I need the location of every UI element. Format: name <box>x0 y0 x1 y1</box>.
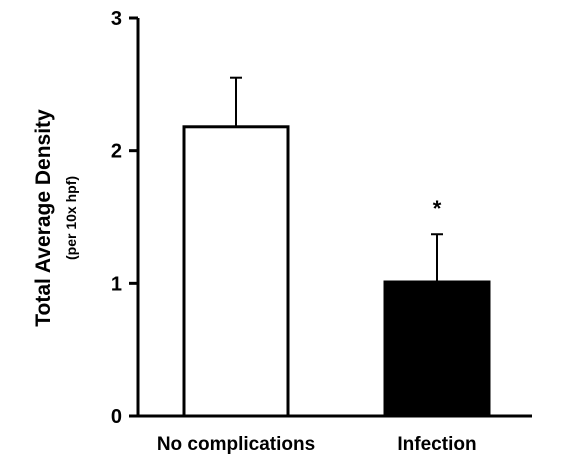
y-tick-label-2: 2 <box>111 141 122 163</box>
y-axis-label: Total Average Density <box>32 109 55 327</box>
significance-marker-1: * <box>433 196 442 221</box>
y-axis-sublabel: (per 10x hpf) <box>63 176 79 260</box>
y-tick-label-0: 0 <box>111 406 122 428</box>
y-axis-label-group: Total Average Density (per 10x hpf) <box>32 109 79 327</box>
x-tick-label-1: Infection <box>397 434 476 455</box>
bar-0 <box>182 125 290 418</box>
y-tick-label-3: 3 <box>111 8 122 30</box>
x-tick-label-0: No complications <box>157 434 315 455</box>
bar-1 <box>383 280 491 418</box>
y-tick-label-1: 1 <box>111 273 122 295</box>
plot-area: No complications Infection * 0 1 2 3 <box>111 8 532 455</box>
